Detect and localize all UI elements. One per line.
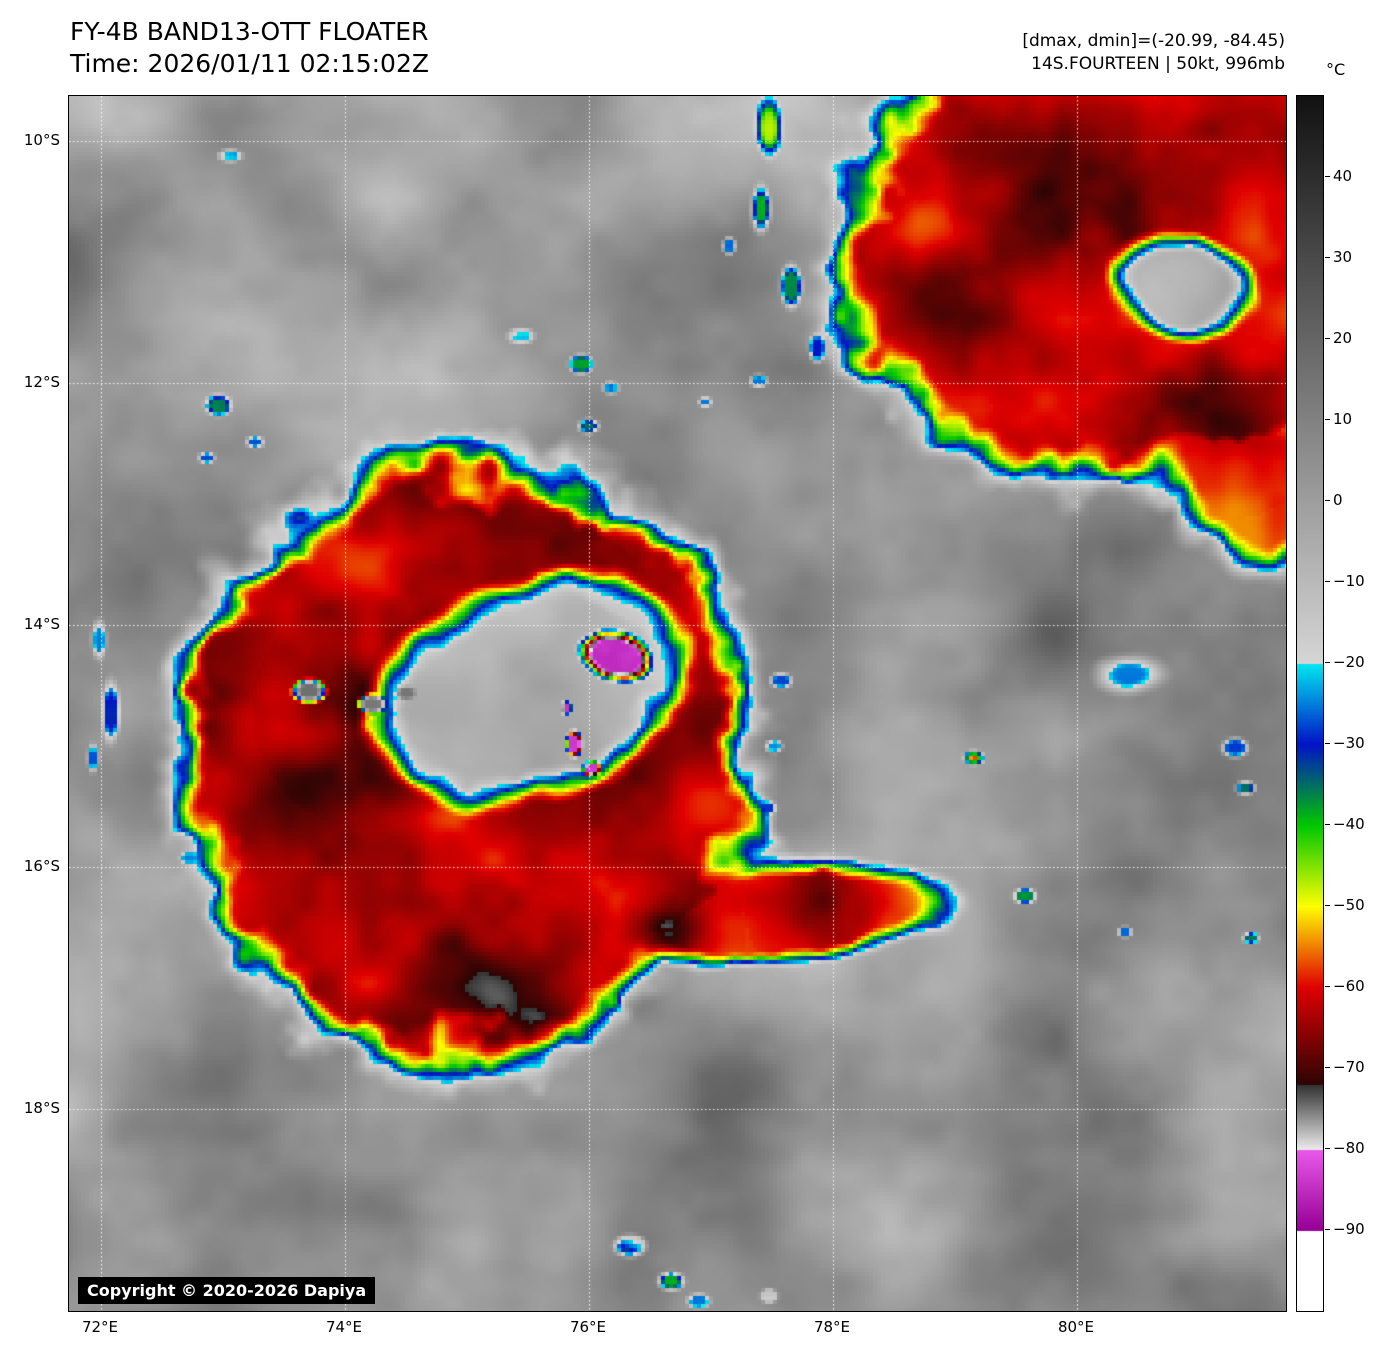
colorbar-tick-label: −10 (1333, 572, 1365, 590)
colorbar-tick-label: 0 (1333, 491, 1343, 509)
lat-tick-label: 12°S (23, 373, 60, 391)
colorbar-tick-mark (1325, 500, 1330, 501)
colorbar-tick-mark (1325, 662, 1330, 663)
colorbar-tick-label: 30 (1333, 248, 1353, 266)
colorbar-tick-label: 20 (1333, 329, 1353, 347)
lon-tick-label: 72°E (81, 1318, 119, 1336)
colorbar-tick-mark (1325, 176, 1330, 177)
colorbar-tick-mark (1325, 1148, 1330, 1149)
lat-tick-label: 16°S (23, 857, 60, 875)
lon-tick-label: 76°E (569, 1318, 607, 1336)
colorbar-tick-label: −90 (1333, 1220, 1365, 1238)
colorbar-tick-label: 10 (1333, 410, 1353, 428)
colorbar-tick-mark (1325, 986, 1330, 987)
colorbar-tick-label: −80 (1333, 1139, 1365, 1157)
colorbar-gradient (1297, 96, 1323, 1311)
colorbar-tick-mark (1325, 257, 1330, 258)
lat-tick-label: 10°S (23, 131, 60, 149)
colorbar-tick-label: −70 (1333, 1058, 1365, 1076)
colorbar-unit-label: °C (1326, 60, 1346, 79)
storm-info-readout: 14S.FOURTEEN | 50kt, 996mb (1031, 54, 1285, 74)
colorbar (1296, 95, 1324, 1312)
lat-tick-label: 18°S (23, 1099, 60, 1117)
header-right: [dmax, dmin]=(-20.99, -84.45) 14S.FOURTE… (1022, 30, 1285, 76)
colorbar-tick-label: −20 (1333, 653, 1365, 671)
colorbar-tick-label: −50 (1333, 896, 1365, 914)
lon-tick-label: 78°E (813, 1318, 851, 1336)
colorbar-tick-label: −30 (1333, 734, 1365, 752)
colorbar-tick-mark (1325, 338, 1330, 339)
map-panel: Copyright © 2020-2026 Dapiya (68, 95, 1287, 1312)
colorbar-tick-mark (1325, 419, 1330, 420)
colorbar-tick-mark (1325, 824, 1330, 825)
lat-tick-label: 14°S (23, 615, 60, 633)
colorbar-tick-label: 40 (1333, 167, 1353, 185)
lon-tick-label: 80°E (1057, 1318, 1095, 1336)
colorbar-tick-mark (1325, 905, 1330, 906)
colorbar-tick-label: −60 (1333, 977, 1365, 995)
colorbar-tick-label: −40 (1333, 815, 1365, 833)
copyright-badge: Copyright © 2020-2026 Dapiya (78, 1277, 376, 1304)
colorbar-tick-mark (1325, 581, 1330, 582)
colorbar-tick-mark (1325, 743, 1330, 744)
product-title: FY-4B BAND13-OTT FLOATER (70, 17, 429, 46)
colorbar-tick-mark (1325, 1229, 1330, 1230)
dmax-dmin-readout: [dmax, dmin]=(-20.99, -84.45) (1022, 31, 1285, 51)
lon-tick-label: 74°E (325, 1318, 363, 1336)
colorbar-tick-mark (1325, 1067, 1330, 1068)
product-timestamp: Time: 2026/01/11 02:15:02Z (70, 49, 429, 78)
header-left: FY-4B BAND13-OTT FLOATER Time: 2026/01/1… (70, 16, 429, 80)
satellite-ir-image (69, 96, 1286, 1311)
